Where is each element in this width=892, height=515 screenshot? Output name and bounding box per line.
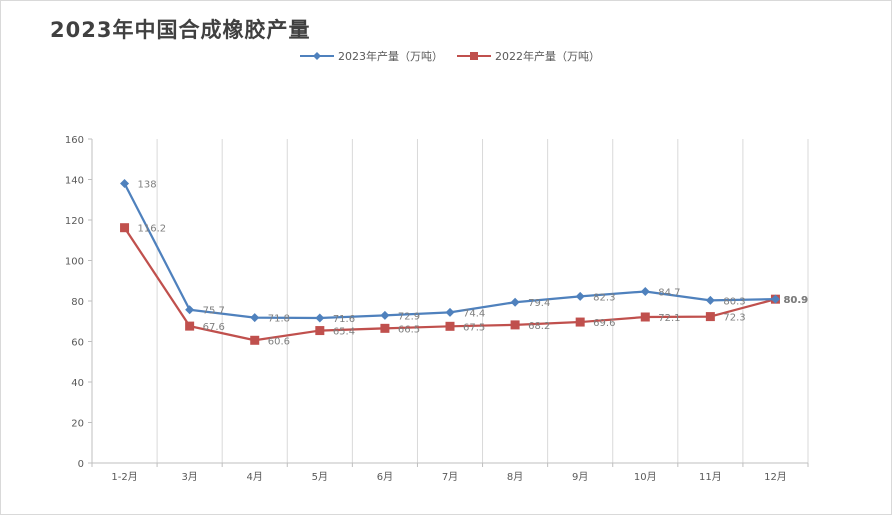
data-point-2023 xyxy=(705,295,715,305)
data-label-2022: 65.4 xyxy=(333,327,355,338)
data-label-2023: 71.6 xyxy=(333,314,355,325)
data-label-2023: 84.7 xyxy=(658,287,680,298)
data-point-2022 xyxy=(705,312,715,322)
data-label-2022: 67.5 xyxy=(463,322,485,333)
data-label-2022: 116.2 xyxy=(138,224,167,235)
x-tick-label: 10月 xyxy=(634,471,657,483)
data-label-2022: 72.3 xyxy=(723,313,745,324)
data-point-2022 xyxy=(120,223,130,233)
legend-key-2022 xyxy=(457,52,491,60)
data-point-2023 xyxy=(770,294,780,304)
x-tick-label: 11月 xyxy=(699,471,722,483)
data-label-2023: 82.3 xyxy=(593,292,615,303)
legend: 2023年产量（万吨） 2022年产量（万吨） xyxy=(300,48,600,64)
x-tick-label: 3月 xyxy=(181,471,197,483)
data-label-2023: 75.7 xyxy=(203,306,225,317)
x-tick-label: 1-2月 xyxy=(111,471,137,483)
data-point-2023 xyxy=(380,310,390,320)
data-point-2022 xyxy=(575,317,585,327)
y-tick-label: 20 xyxy=(71,419,84,430)
data-label-2023: 79.4 xyxy=(528,298,550,309)
y-tick-label: 140 xyxy=(65,176,84,187)
y-tick-label: 100 xyxy=(65,257,84,268)
x-tick-label: 4月 xyxy=(247,471,263,483)
data-point-2023 xyxy=(250,313,260,323)
data-point-2022 xyxy=(250,335,260,345)
legend-key-2023 xyxy=(300,52,334,60)
data-label-2023: 80.3 xyxy=(723,296,745,307)
legend-label-2023: 2023年产量（万吨） xyxy=(338,50,443,63)
data-point-2023 xyxy=(640,286,650,296)
data-label-2023: 138 xyxy=(138,180,157,191)
data-label-2022: 72.1 xyxy=(658,313,680,324)
data-label-2022: 66.5 xyxy=(398,324,420,335)
data-label-2023: 74.4 xyxy=(463,308,485,319)
data-point-2023 xyxy=(120,179,130,189)
y-tick-label: 0 xyxy=(78,459,84,470)
legend-label-2022: 2022年产量（万吨） xyxy=(495,50,600,63)
data-point-2023 xyxy=(575,291,585,301)
data-point-2022 xyxy=(640,312,650,322)
data-point-2023 xyxy=(510,297,520,307)
legend-item-2023: 2023年产量（万吨） xyxy=(300,48,443,64)
data-label-2022: 80.9 xyxy=(783,295,808,306)
data-point-2022 xyxy=(445,321,455,331)
y-tick-label: 120 xyxy=(65,216,84,227)
x-tick-label: 9月 xyxy=(572,471,588,483)
x-tick-label: 6月 xyxy=(377,471,393,483)
data-point-2022 xyxy=(380,323,390,333)
x-tick-label: 12月 xyxy=(764,471,787,483)
data-point-2023 xyxy=(315,313,325,323)
data-label-2023: 71.8 xyxy=(268,314,290,325)
y-tick-label: 60 xyxy=(71,338,84,349)
x-tick-label: 5月 xyxy=(312,471,328,483)
data-point-2022 xyxy=(185,321,195,331)
data-label-2022: 67.6 xyxy=(203,322,225,333)
data-label-2022: 68.2 xyxy=(528,321,550,332)
data-label-2023: 72.9 xyxy=(398,311,420,322)
data-point-2022 xyxy=(315,326,325,336)
data-label-2022: 60.6 xyxy=(268,336,290,347)
chart-title: 2023年中国合成橡胶产量 xyxy=(50,18,311,42)
legend-item-2022: 2022年产量（万吨） xyxy=(457,48,600,64)
x-tick-label: 7月 xyxy=(442,471,458,483)
y-tick-label: 160 xyxy=(65,135,84,146)
data-point-2023 xyxy=(445,307,455,317)
data-point-2022 xyxy=(510,320,520,330)
data-label-2022: 69.6 xyxy=(593,318,615,329)
y-tick-label: 80 xyxy=(71,297,84,308)
y-tick-label: 40 xyxy=(71,378,84,389)
data-label-2023: 80.9 xyxy=(783,295,808,306)
data-point-2023 xyxy=(185,305,195,315)
x-tick-label: 8月 xyxy=(507,471,523,483)
